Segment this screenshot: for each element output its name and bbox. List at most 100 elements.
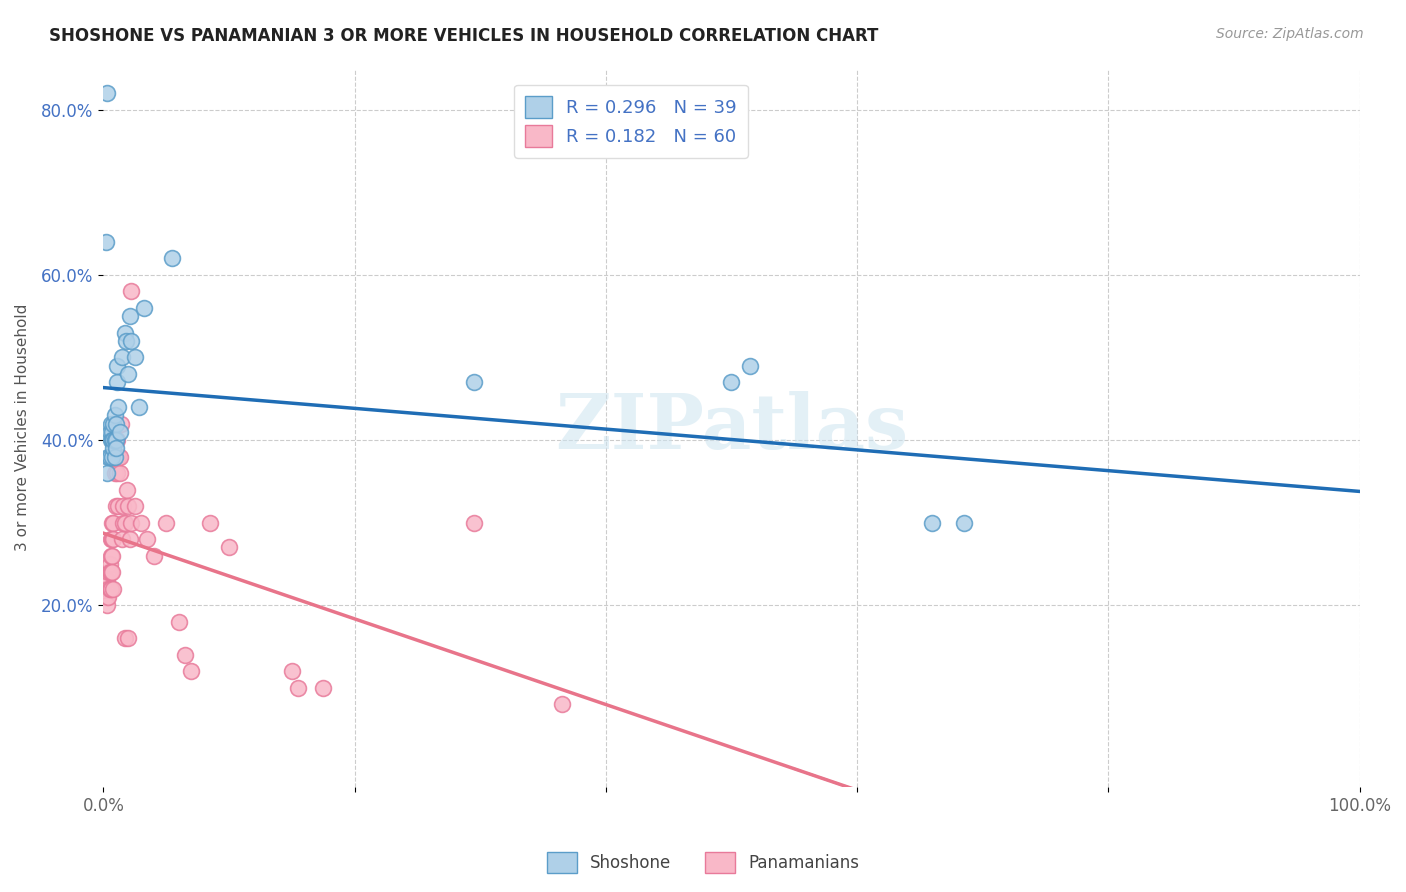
Point bbox=[94, 235, 117, 249]
Point bbox=[96, 466, 118, 480]
Point bbox=[218, 541, 240, 555]
Point bbox=[105, 376, 128, 390]
Point bbox=[98, 565, 121, 579]
Point bbox=[98, 450, 121, 464]
Point bbox=[101, 516, 124, 530]
Point bbox=[96, 574, 118, 588]
Point bbox=[112, 499, 135, 513]
Point bbox=[112, 516, 135, 530]
Point bbox=[103, 582, 125, 596]
Point bbox=[107, 450, 129, 464]
Point bbox=[94, 590, 117, 604]
Point bbox=[96, 598, 118, 612]
Point bbox=[117, 631, 139, 645]
Point bbox=[98, 425, 121, 439]
Point bbox=[101, 450, 124, 464]
Point bbox=[101, 433, 124, 447]
Point bbox=[100, 532, 122, 546]
Point bbox=[103, 532, 125, 546]
Point bbox=[108, 466, 131, 480]
Point bbox=[104, 450, 127, 464]
Point bbox=[105, 359, 128, 373]
Point bbox=[104, 466, 127, 480]
Point bbox=[96, 582, 118, 596]
Point bbox=[94, 582, 117, 596]
Point bbox=[167, 615, 190, 629]
Point bbox=[132, 301, 155, 315]
Point bbox=[98, 557, 121, 571]
Text: SHOSHONE VS PANAMANIAN 3 OR MORE VEHICLES IN HOUSEHOLD CORRELATION CHART: SHOSHONE VS PANAMANIAN 3 OR MORE VEHICLE… bbox=[49, 27, 879, 45]
Point bbox=[101, 565, 124, 579]
Point bbox=[108, 450, 131, 464]
Text: Source: ZipAtlas.com: Source: ZipAtlas.com bbox=[1216, 27, 1364, 41]
Point bbox=[174, 648, 197, 662]
Point bbox=[96, 87, 118, 101]
Point bbox=[952, 516, 974, 530]
Point bbox=[740, 359, 762, 373]
Point bbox=[104, 450, 127, 464]
Point bbox=[97, 590, 120, 604]
Point bbox=[463, 516, 485, 530]
Point bbox=[103, 516, 125, 530]
Point bbox=[117, 367, 139, 381]
Text: ZIPatlas: ZIPatlas bbox=[555, 391, 908, 465]
Point bbox=[97, 582, 120, 596]
Point bbox=[120, 334, 142, 348]
Point bbox=[118, 532, 141, 546]
Point bbox=[136, 532, 159, 546]
Point bbox=[101, 549, 124, 563]
Point bbox=[97, 450, 120, 464]
Point bbox=[129, 516, 152, 530]
Point bbox=[103, 417, 125, 431]
Point bbox=[100, 549, 122, 563]
Point bbox=[100, 565, 122, 579]
Point bbox=[108, 425, 131, 439]
Point bbox=[312, 681, 335, 695]
Point bbox=[124, 499, 146, 513]
Point bbox=[100, 417, 122, 431]
Point bbox=[98, 582, 121, 596]
Point bbox=[105, 466, 128, 480]
Point bbox=[101, 425, 124, 439]
Point bbox=[107, 400, 129, 414]
Point bbox=[198, 516, 221, 530]
Point bbox=[110, 417, 132, 431]
Point bbox=[96, 590, 118, 604]
Point bbox=[118, 310, 141, 324]
Point bbox=[104, 433, 127, 447]
Point bbox=[104, 409, 127, 423]
Point bbox=[155, 516, 177, 530]
Point bbox=[100, 433, 122, 447]
Point bbox=[114, 326, 136, 340]
Point bbox=[100, 582, 122, 596]
Point bbox=[107, 499, 129, 513]
Point bbox=[103, 433, 125, 447]
Point bbox=[104, 433, 127, 447]
Point bbox=[115, 483, 138, 497]
Point bbox=[111, 532, 134, 546]
Point bbox=[101, 532, 124, 546]
Point bbox=[551, 698, 574, 712]
Point bbox=[720, 376, 742, 390]
Point bbox=[180, 665, 202, 679]
Point bbox=[287, 681, 309, 695]
Legend: Shoshone, Panamanians: Shoshone, Panamanians bbox=[540, 846, 866, 880]
Point bbox=[111, 351, 134, 365]
Point bbox=[105, 433, 128, 447]
Point bbox=[281, 665, 304, 679]
Point bbox=[104, 499, 127, 513]
Point bbox=[120, 516, 142, 530]
Point bbox=[104, 417, 127, 431]
Y-axis label: 3 or more Vehicles in Household: 3 or more Vehicles in Household bbox=[15, 304, 30, 551]
Point bbox=[162, 252, 184, 266]
Point bbox=[115, 334, 138, 348]
Point bbox=[117, 499, 139, 513]
Point bbox=[103, 442, 125, 456]
Point bbox=[128, 400, 150, 414]
Point bbox=[120, 285, 142, 299]
Point bbox=[142, 549, 165, 563]
Point bbox=[114, 631, 136, 645]
Point bbox=[97, 565, 120, 579]
Legend: R = 0.296   N = 39, R = 0.182   N = 60: R = 0.296 N = 39, R = 0.182 N = 60 bbox=[515, 85, 748, 158]
Point bbox=[921, 516, 943, 530]
